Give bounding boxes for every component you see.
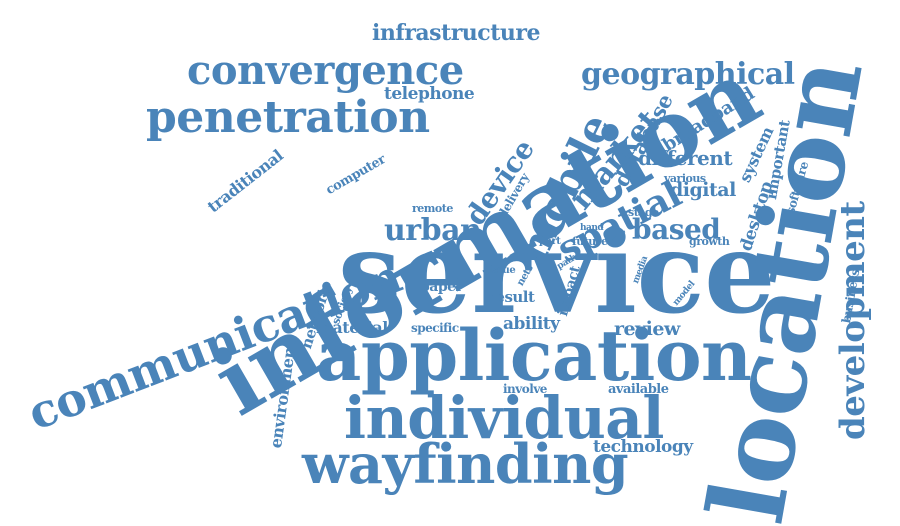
word-paper: paper	[420, 279, 463, 295]
word-stage: stage	[628, 206, 659, 219]
word-various: various	[664, 172, 706, 185]
word-part: part	[539, 236, 561, 247]
word-individual: individual	[344, 384, 664, 452]
word-growth: growth	[689, 235, 730, 248]
word-traditional: traditional	[203, 145, 287, 217]
word-hand: hand	[580, 223, 604, 233]
word-convergence: convergence	[187, 47, 464, 94]
word-telephone: telephone	[384, 84, 475, 104]
word-material: material	[316, 318, 388, 337]
word-remote: remote	[412, 202, 453, 215]
word-ability: ability	[503, 314, 560, 334]
word-involve: involve	[503, 382, 547, 396]
word-application: application	[316, 314, 752, 397]
word-future: future	[572, 235, 608, 248]
word-specific: specific	[411, 321, 459, 335]
word-issue: issue	[489, 265, 516, 276]
word-based: based	[632, 213, 721, 246]
word-available: available	[608, 382, 669, 397]
word-result: result	[488, 288, 535, 306]
word-computer: computer	[323, 152, 389, 199]
word-technology: technology	[593, 437, 693, 457]
word-review: review	[614, 318, 680, 340]
word-service: service	[338, 208, 775, 339]
word-wayfinding: wayfinding	[302, 432, 629, 496]
word-digital: digital	[670, 179, 736, 201]
word-penetration: penetration	[146, 92, 430, 143]
word-infrastructure: infrastructure	[372, 20, 540, 46]
word-urban: urban	[384, 213, 482, 248]
word-different: different	[638, 146, 733, 170]
word-geographical: geographical	[581, 57, 795, 92]
